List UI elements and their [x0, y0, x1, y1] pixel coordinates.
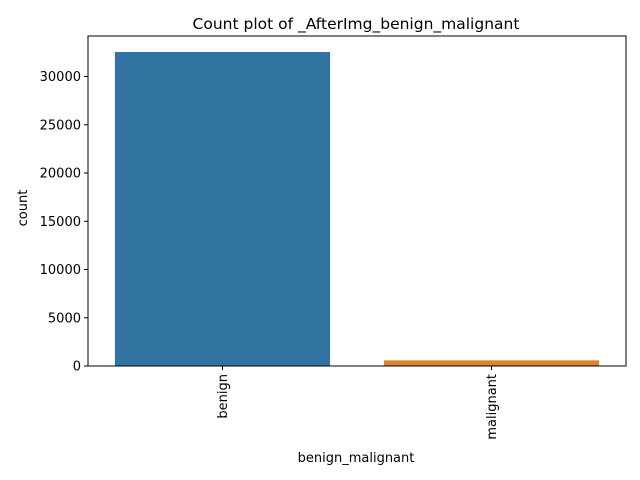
bar-malignant — [383, 360, 600, 366]
y-axis-ticks: 0 5000 10000 15000 20000 25000 30000 — [40, 70, 88, 375]
x-tick-label: malignant — [485, 374, 500, 440]
axes-frame — [87, 35, 627, 367]
y-tick-label: 10000 — [40, 263, 81, 278]
bar-benign — [114, 51, 331, 367]
x-axis-ticks: benign malignant — [216, 366, 500, 440]
y-tick-label: 20000 — [40, 167, 81, 182]
y-tick-label: 5000 — [48, 311, 81, 326]
chart-title: Count plot of _AfterImg_benign_malignant — [193, 15, 520, 34]
y-tick-label: 0 — [73, 360, 81, 375]
bars-group — [114, 51, 600, 367]
y-axis-label: count — [16, 190, 31, 227]
x-axis-label: benign_malignant — [298, 451, 415, 466]
y-tick-label: 15000 — [40, 215, 81, 230]
plot-frame — [87, 35, 627, 367]
x-tick-label: benign — [216, 374, 231, 419]
y-tick-label: 25000 — [40, 118, 81, 133]
y-tick-label: 30000 — [40, 70, 81, 85]
